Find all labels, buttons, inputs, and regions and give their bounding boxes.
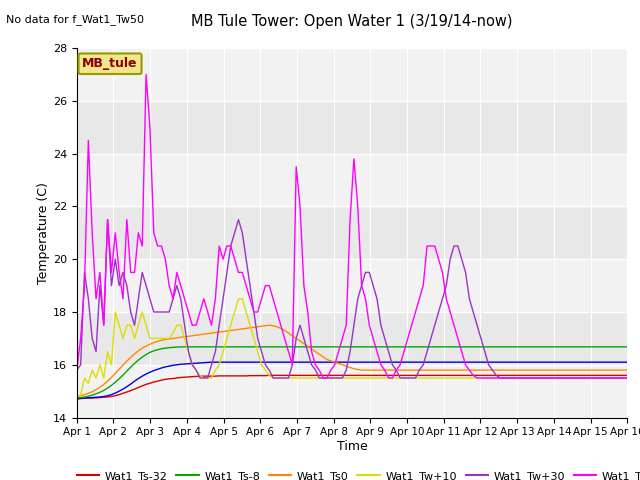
Wat1_Tw+10 — [246, 323, 254, 328]
Wat1_Tw100 — [246, 296, 254, 302]
Wat1_Ts-8 — [246, 344, 254, 350]
Wat1_Ts-32 — [623, 372, 631, 378]
Wat1_Ts-8 — [73, 395, 81, 401]
Wat1_Tw+10 — [73, 394, 81, 399]
Wat1_Ts0 — [527, 367, 535, 373]
Wat1_Ts0 — [469, 367, 477, 373]
Wat1_Ts-32 — [154, 378, 161, 384]
Wat1_Ts-32 — [520, 372, 527, 378]
Wat1_Tw100 — [319, 375, 327, 381]
Wat1_Ts0 — [266, 323, 273, 328]
Wat1_Ts0 — [73, 394, 81, 399]
Wat1_Tw+30 — [157, 309, 165, 315]
Wat1_Tw+10 — [235, 296, 243, 302]
Wat1_Ts-16 — [73, 396, 81, 401]
Wat1_Tw+10 — [623, 375, 631, 381]
Wat1_Tw+10 — [111, 309, 119, 315]
Wat1_Ts-8 — [623, 344, 631, 350]
Wat1_Ts-32 — [73, 396, 81, 402]
Line: Wat1_Ts-8: Wat1_Ts-8 — [77, 347, 627, 398]
Y-axis label: Temperature (C): Temperature (C) — [37, 182, 50, 284]
Wat1_Tw+30 — [73, 367, 81, 373]
Legend: Wat1_Ts-32, Wat1_Ts-16, Wat1_Ts-8, Wat1_Ts0, Wat1_Tw+10, Wat1_Tw+30, Wat1_Tw100: Wat1_Ts-32, Wat1_Ts-16, Wat1_Ts-8, Wat1_… — [77, 471, 640, 480]
Wat1_Tw+10 — [527, 375, 535, 381]
Wat1_Tw100 — [111, 230, 119, 236]
Bar — [77, 365, 627, 418]
Wat1_Ts-32 — [243, 373, 250, 379]
Wat1_Ts0 — [111, 371, 119, 376]
Wat1_Tw100 — [157, 243, 165, 249]
Wat1_Tw+30 — [531, 375, 539, 381]
Bar — [77, 259, 627, 312]
Wat1_Ts-16 — [154, 366, 161, 372]
Wat1_Ts-16 — [246, 359, 254, 365]
Wat1_Tw+30 — [473, 323, 481, 328]
Line: Wat1_Ts-32: Wat1_Ts-32 — [77, 375, 627, 399]
Line: Wat1_Tw+10: Wat1_Tw+10 — [77, 299, 627, 396]
Wat1_Ts-16 — [520, 359, 527, 365]
Wat1_Ts-32 — [527, 372, 535, 378]
Bar — [77, 154, 627, 206]
Wat1_Tw+30 — [115, 283, 123, 288]
Wat1_Ts-16 — [527, 359, 535, 365]
Wat1_Ts0 — [623, 367, 631, 373]
Wat1_Ts-8 — [177, 344, 184, 350]
Wat1_Ts0 — [154, 338, 161, 344]
Wat1_Ts-32 — [111, 393, 119, 398]
Wat1_Ts-32 — [469, 372, 477, 378]
Wat1_Ts-8 — [154, 347, 161, 353]
Wat1_Tw100 — [531, 375, 539, 381]
Wat1_Tw100 — [524, 375, 531, 381]
Wat1_Tw100 — [73, 367, 81, 373]
Wat1_Tw+30 — [524, 375, 531, 381]
Wat1_Tw+10 — [154, 336, 161, 341]
Wat1_Tw+30 — [196, 375, 204, 381]
Wat1_Ts-8 — [111, 379, 119, 385]
Line: Wat1_Tw100: Wat1_Tw100 — [77, 74, 627, 378]
Wat1_Ts-16 — [623, 359, 631, 365]
Wat1_Ts0 — [520, 367, 527, 373]
Line: Wat1_Ts0: Wat1_Ts0 — [77, 325, 627, 396]
Wat1_Tw+10 — [520, 375, 527, 381]
Wat1_Tw100 — [623, 375, 631, 381]
Wat1_Ts-8 — [469, 344, 477, 350]
Wat1_Ts-16 — [111, 390, 119, 396]
Wat1_Ts-16 — [469, 359, 477, 365]
Wat1_Tw100 — [142, 72, 150, 77]
Wat1_Ts-32 — [266, 372, 273, 378]
Text: MB Tule Tower: Open Water 1 (3/19/14-now): MB Tule Tower: Open Water 1 (3/19/14-now… — [191, 14, 513, 29]
Wat1_Ts-8 — [520, 344, 527, 350]
Wat1_Tw100 — [473, 375, 481, 381]
Wat1_Tw+30 — [250, 309, 258, 315]
Wat1_Ts-8 — [527, 344, 535, 350]
Wat1_Ts-16 — [207, 359, 215, 365]
Text: MB_tule: MB_tule — [83, 57, 138, 70]
X-axis label: Time: Time — [337, 440, 367, 453]
Text: No data for f_Wat1_Tw50: No data for f_Wat1_Tw50 — [6, 14, 145, 25]
Line: Wat1_Tw+30: Wat1_Tw+30 — [77, 220, 627, 378]
Wat1_Tw+10 — [469, 375, 477, 381]
Line: Wat1_Ts-16: Wat1_Ts-16 — [77, 362, 627, 398]
Wat1_Tw+30 — [104, 217, 111, 223]
Wat1_Ts0 — [243, 325, 250, 331]
Bar — [77, 48, 627, 101]
Wat1_Tw+30 — [623, 375, 631, 381]
